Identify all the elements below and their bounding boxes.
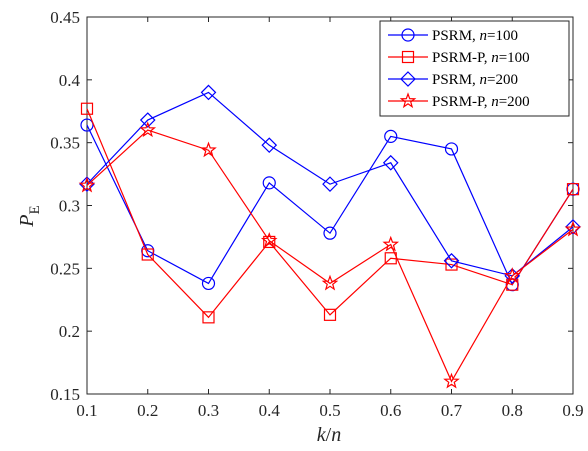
legend: PSRM, n=100 PSRM-P, n=100 PSRM, n=200 PSRM-…	[380, 21, 569, 116]
x-tick-label: 0.4	[259, 401, 281, 420]
y-tick-label: 0.45	[50, 8, 80, 27]
y-tick-label: 0.2	[59, 322, 80, 341]
x-tick-label: 0.3	[198, 401, 219, 420]
x-tick-label: 0.8	[502, 401, 523, 420]
legend-label: PSRM, n=200	[432, 72, 518, 88]
x-tick-label: 0.7	[441, 401, 463, 420]
x-axis-title: k/n	[317, 424, 341, 446]
legend-label: PSRM, n=100	[432, 28, 518, 44]
legend-label: PSRM-P, n=100	[432, 50, 530, 66]
x-tick-label: 0.6	[380, 401, 401, 420]
y-tick-label: 0.4	[59, 71, 81, 90]
y-tick-label: 0.25	[50, 259, 80, 278]
x-tick-label: 0.9	[562, 401, 583, 420]
y-tick-label: 0.35	[50, 134, 80, 153]
x-tick-label: 0.5	[319, 401, 340, 420]
y-tick-label: 0.15	[50, 385, 80, 404]
y-tick-label: 0.3	[59, 197, 80, 216]
x-tick-label: 0.2	[137, 401, 158, 420]
legend-label: PSRM-P, n=200	[432, 94, 530, 110]
